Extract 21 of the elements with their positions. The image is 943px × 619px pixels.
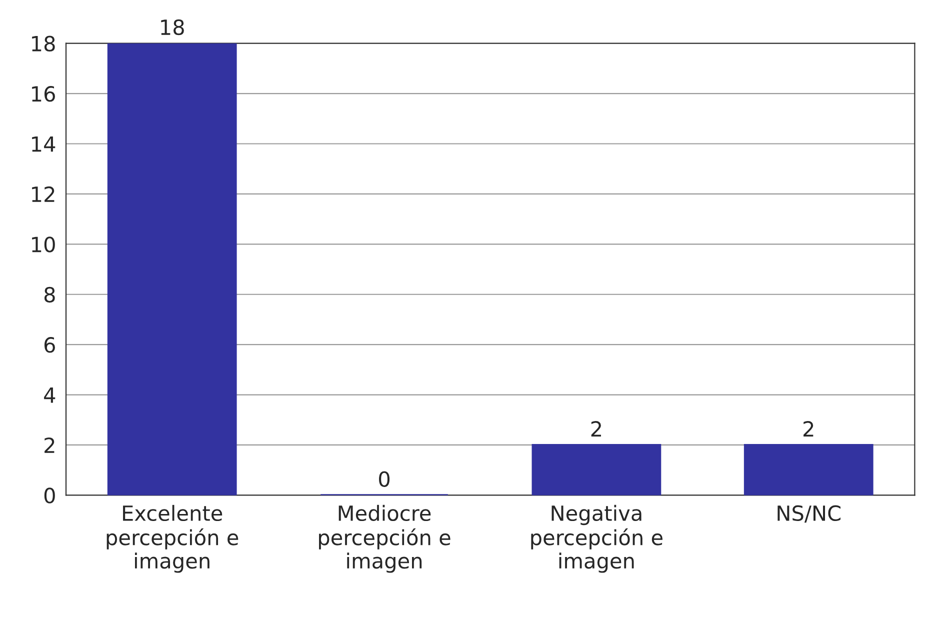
x-tick-label: NS/NC [778, 505, 840, 523]
x-tick-label: Negativa percepción e imagen [531, 504, 662, 573]
data-label: 2 [591, 421, 601, 436]
y-tick-label: 14 [32, 136, 56, 152]
y-tick-label: 0 [44, 488, 55, 504]
y-tick-label: 10 [32, 236, 55, 252]
y-tick-label: 8 [44, 286, 55, 303]
bar [532, 444, 662, 496]
data-label: 18 [161, 19, 184, 36]
y-tick-label: 4 [44, 388, 56, 403]
y-tick-label: 6 [44, 337, 55, 353]
data-label: 2 [804, 421, 814, 436]
bar [744, 444, 874, 496]
y-tick-label: 18 [32, 36, 55, 52]
x-tick-label: Excelente percepción e imagen [106, 504, 238, 573]
bar [107, 43, 237, 496]
y-tick-label: 2 [44, 437, 54, 453]
y-tick-label: 12 [32, 186, 54, 202]
y-tick-label: 16 [32, 86, 55, 102]
data-label: 0 [379, 471, 390, 487]
x-tick-label: Mediocre percepción e imagen [319, 504, 450, 573]
